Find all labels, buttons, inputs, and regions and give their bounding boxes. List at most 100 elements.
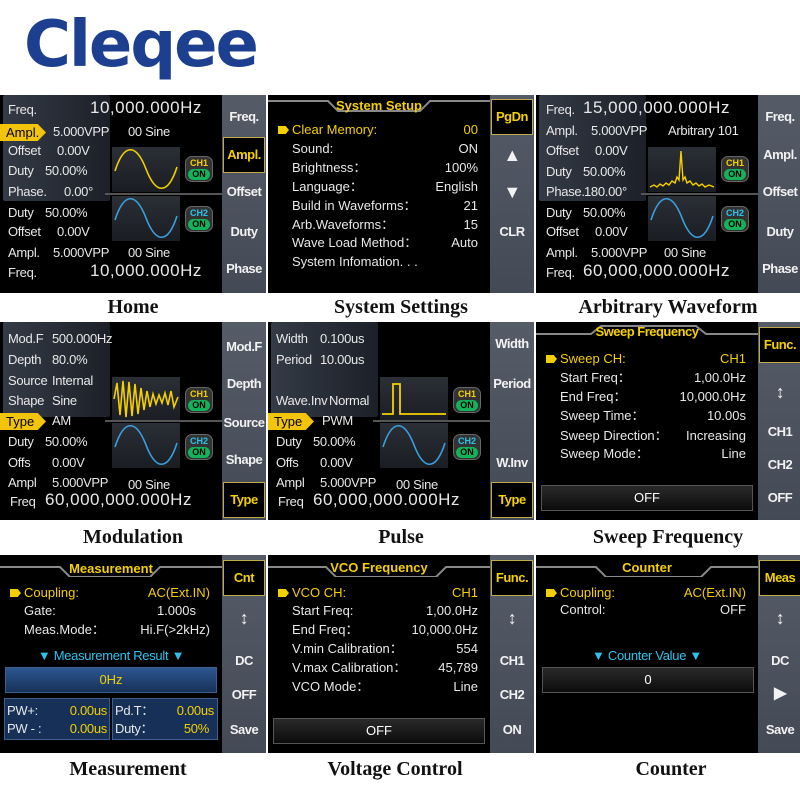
setting-row[interactable]: V.max Calibration： 45,789 (278, 660, 478, 676)
softkey-cnt[interactable]: Cnt (223, 560, 265, 596)
softkey-dc[interactable]: DC (235, 653, 253, 668)
setting-row[interactable]: Build in Waveforms： 21 (278, 198, 478, 214)
ch1-ampl-value[interactable]: 5.000VPP (53, 124, 110, 139)
softkey-type[interactable]: Type (491, 482, 533, 518)
depth-value[interactable]: 80.0% (52, 352, 88, 367)
setting-row[interactable]: Wave Load Method： Auto (278, 235, 478, 251)
softkey-ampl[interactable]: Ampl. (763, 147, 797, 162)
ch2-on-badge[interactable]: CH2 ON (453, 434, 481, 460)
period-value[interactable]: 10.00us (320, 352, 365, 367)
softkey-ch2[interactable]: CH2 (499, 687, 525, 702)
setting-row[interactable]: System Infomation. . . (278, 254, 478, 270)
source-value[interactable]: Internal (52, 373, 93, 388)
ch2-duty-value[interactable]: 50.00% (583, 205, 626, 220)
softkey-offset[interactable]: Offset (226, 184, 262, 199)
width-value[interactable]: 0.100us (320, 331, 365, 346)
softkey-on[interactable]: ON (502, 722, 522, 737)
ch1-offset-value[interactable]: 0.00V (57, 143, 90, 158)
ch2-freq-value[interactable]: 60,000,000.000Hz (583, 261, 730, 280)
softkey-off[interactable]: OFF (767, 490, 793, 505)
up-down-arrow-icon[interactable]: ↕ (775, 608, 785, 628)
ch1-on-badge[interactable]: CH1 ON (185, 156, 213, 182)
setting-row[interactable]: End Freq： 10,000.0Hz (278, 622, 478, 638)
ch1-freq-value[interactable]: 10,000.000Hz (90, 98, 202, 117)
softkey-shape[interactable]: Shape (225, 452, 263, 467)
softkey-ch2[interactable]: CH2 (767, 457, 793, 472)
softkey-phase[interactable]: Phase (762, 261, 798, 276)
type-tag[interactable]: Type (268, 413, 314, 430)
softkey-depth[interactable]: Depth (226, 376, 262, 391)
setting-row[interactable]: Start Freq: 1,00.0Hz (278, 603, 478, 619)
softkey-duty[interactable]: Duty (230, 224, 258, 239)
ch1-offset-value[interactable]: 0.00V (595, 143, 628, 158)
softkey-ampl[interactable]: Ampl. (223, 137, 265, 173)
ch1-ampl-tag[interactable]: Ampl. (0, 124, 46, 141)
setting-row[interactable]: Meas.Mode： Hi.F(>2kHz) (10, 622, 210, 638)
sweep-state-button[interactable]: OFF (541, 485, 753, 511)
setting-row[interactable]: Clear Memory: 00 (278, 122, 478, 138)
softkey-clr[interactable]: CLR (499, 224, 525, 239)
setting-row[interactable]: Sweep Direction： Increasing (546, 428, 746, 444)
setting-row[interactable]: VCO CH: CH1 (278, 585, 478, 601)
down-arrow-icon[interactable]: ▼ (503, 182, 521, 202)
softkey-freq[interactable]: Freq. (765, 109, 795, 124)
ch1-on-badge[interactable]: CH1 ON (453, 387, 481, 413)
up-down-arrow-icon[interactable]: ↕ (507, 608, 517, 628)
setting-row[interactable]: Sweep Mode： Line (546, 446, 746, 462)
softkey-period[interactable]: Period (493, 376, 531, 391)
softkey-save[interactable]: Save (765, 722, 795, 737)
setting-row[interactable]: Coupling: AC(Ext.IN) (546, 585, 746, 601)
softkey-ch1[interactable]: CH1 (499, 653, 525, 668)
ch2-ampl-value[interactable]: 5.000VPP (320, 475, 377, 490)
softkey-offset[interactable]: Offset (762, 184, 798, 199)
softkey-type[interactable]: Type (223, 482, 265, 518)
softkey-save[interactable]: Save (229, 722, 259, 737)
ch2-duty-value[interactable]: 50.00% (45, 205, 88, 220)
softkey-func[interactable]: Func. (759, 327, 800, 363)
ch1-phase-value[interactable]: 180.00° (584, 184, 627, 199)
play-icon[interactable]: ▶ (774, 685, 786, 702)
setting-row[interactable]: Control: OFF (546, 602, 746, 618)
setting-row[interactable]: Brightness： 100% (278, 160, 478, 176)
up-arrow-icon[interactable]: ▲ (503, 145, 521, 165)
up-down-arrow-icon[interactable]: ↕ (775, 382, 785, 402)
ch2-offs-value[interactable]: 0.00V (320, 455, 353, 470)
ch2-ampl-value[interactable]: 5.000VPP (53, 245, 110, 260)
ch2-freq-value[interactable]: 60,000,000.000Hz (313, 490, 460, 509)
ch1-phase-value[interactable]: 0.00° (64, 184, 94, 199)
softkey-source[interactable]: Source (223, 415, 265, 430)
type-value[interactable]: AM (52, 413, 71, 428)
setting-row[interactable]: Sweep CH: CH1 (546, 351, 746, 367)
setting-row[interactable]: VCO Mode： Line (278, 679, 478, 695)
softkey-ch1[interactable]: CH1 (767, 424, 793, 439)
ch2-duty-value[interactable]: 50.00% (45, 434, 88, 449)
setting-row[interactable]: Gate: 1.000s (10, 603, 196, 619)
ch2-on-badge[interactable]: CH2 ON (185, 434, 213, 460)
type-value[interactable]: PWM (322, 413, 353, 428)
ch2-freq-value[interactable]: 60,000,000.000Hz (45, 490, 192, 509)
setting-row[interactable]: Start Freq： 1,00.0Hz (546, 370, 746, 386)
softkey-modf[interactable]: Mod.F (226, 339, 262, 354)
setting-row[interactable]: V.min Calibration： 554 (278, 641, 478, 657)
softkey-pgdn[interactable]: PgDn (491, 99, 533, 135)
softkey-func[interactable]: Func. (491, 560, 533, 596)
ch2-offset-value[interactable]: 0.00V (595, 224, 628, 239)
type-tag[interactable]: Type (0, 413, 46, 430)
ch2-ampl-value[interactable]: 5.000VPP (591, 245, 648, 260)
ch1-duty-value[interactable]: 50.00% (45, 163, 88, 178)
ch2-on-badge[interactable]: CH2 ON (721, 206, 749, 232)
softkey-off[interactable]: OFF (231, 687, 257, 702)
softkey-meas[interactable]: Meas (759, 560, 800, 596)
softkey-freq[interactable]: Freq. (229, 109, 259, 124)
setting-row[interactable]: Coupling: AC(Ext.IN) (10, 585, 210, 601)
softkey-winv[interactable]: W.Inv (496, 455, 528, 470)
setting-row[interactable]: Arb.Waveforms： 15 (278, 217, 478, 233)
up-down-arrow-icon[interactable]: ↕ (239, 608, 249, 628)
setting-row[interactable]: End Freq： 10,000.0Hz (546, 389, 746, 405)
ch2-duty-value[interactable]: 50.00% (313, 434, 356, 449)
ch1-duty-value[interactable]: 50.00% (583, 164, 626, 179)
vco-state-button[interactable]: OFF (273, 718, 485, 744)
ch1-on-badge[interactable]: CH1 ON (721, 156, 749, 182)
ch1-freq-value[interactable]: 15,000,000.000Hz (583, 98, 730, 117)
softkey-dc[interactable]: DC (771, 653, 789, 668)
